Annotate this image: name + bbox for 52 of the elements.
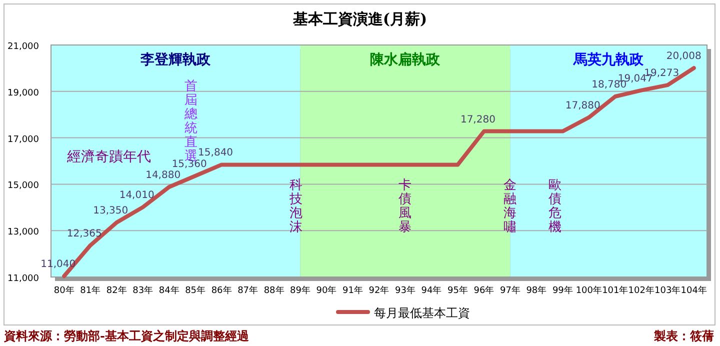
x-tick-label: 88年 — [264, 285, 284, 296]
band-label: 馬英九執政 — [572, 52, 645, 68]
data-label: 17,280 — [460, 114, 496, 126]
data-label: 14,880 — [146, 170, 181, 181]
x-tick-label: 80年 — [54, 285, 74, 296]
x-tick-label: 89年 — [290, 285, 311, 296]
x-tick-label: 95年 — [447, 285, 468, 296]
x-tick-label: 97年 — [500, 285, 520, 296]
x-tick-label: 91年 — [342, 285, 363, 296]
annotation: 金融海嘯 — [504, 178, 516, 235]
x-tick-label: 100年 — [576, 285, 602, 296]
x-tick-label: 96年 — [474, 285, 494, 296]
annotation: 卡債風暴 — [398, 178, 412, 235]
band-label: 李登輝執政 — [140, 52, 212, 68]
x-tick-label: 82年 — [106, 285, 127, 296]
x-tick-label: 86年 — [211, 285, 232, 296]
y-tick-label: 15,000 — [8, 181, 40, 192]
x-tick-label: 81年 — [80, 285, 101, 296]
annotation: 經濟奇蹟年代 — [66, 149, 151, 165]
x-tick-label: 87年 — [238, 285, 258, 296]
x-tick-label: 94年 — [421, 285, 442, 296]
x-tick-label: 83年 — [132, 285, 154, 296]
source-note: 資料來源：勞動部-基本工資之制定與調整經過 — [3, 329, 250, 343]
x-tick-label: 99年 — [552, 285, 573, 296]
annotation: 科技泡沫 — [288, 178, 302, 235]
y-tick-label: 17,000 — [8, 134, 40, 145]
annotation: 歐債危機 — [548, 178, 562, 235]
y-tick-label: 19,000 — [8, 88, 40, 98]
data-label: 20,008 — [666, 51, 702, 62]
text: 製表：筱蒨 — [653, 329, 714, 343]
x-tick-label: 93年 — [395, 285, 416, 296]
x-tick-label: 85年 — [185, 285, 206, 296]
band-label: 陳水扁執政 — [370, 51, 442, 68]
y-tick-label: 11,000 — [8, 274, 40, 284]
x-tick-label: 101年 — [602, 285, 628, 296]
data-label: 13,350 — [93, 205, 128, 216]
x-tick-label: 98年 — [526, 285, 547, 296]
y-tick-label: 13,000 — [8, 228, 40, 238]
data-label: 14,010 — [119, 190, 154, 202]
x-tick-label: 92年 — [368, 285, 390, 296]
legend-label: 每月最低基本工資 — [374, 306, 470, 320]
chart-title: 基本工資演進(月薪) — [292, 10, 428, 28]
data-label: 12,365 — [66, 228, 102, 240]
y-tick-label: 21,000 — [8, 42, 40, 52]
x-tick-label: 103年 — [654, 285, 681, 296]
x-tick-label: 90年 — [316, 285, 337, 296]
x-tick-label: 102年 — [628, 285, 654, 296]
x-tick-label: 84年 — [158, 285, 180, 296]
data-label: 15,360 — [172, 158, 207, 170]
data-label: 17,880 — [565, 100, 600, 112]
data-label: 15,840 — [198, 148, 234, 159]
x-tick-label: 104年 — [680, 285, 707, 296]
